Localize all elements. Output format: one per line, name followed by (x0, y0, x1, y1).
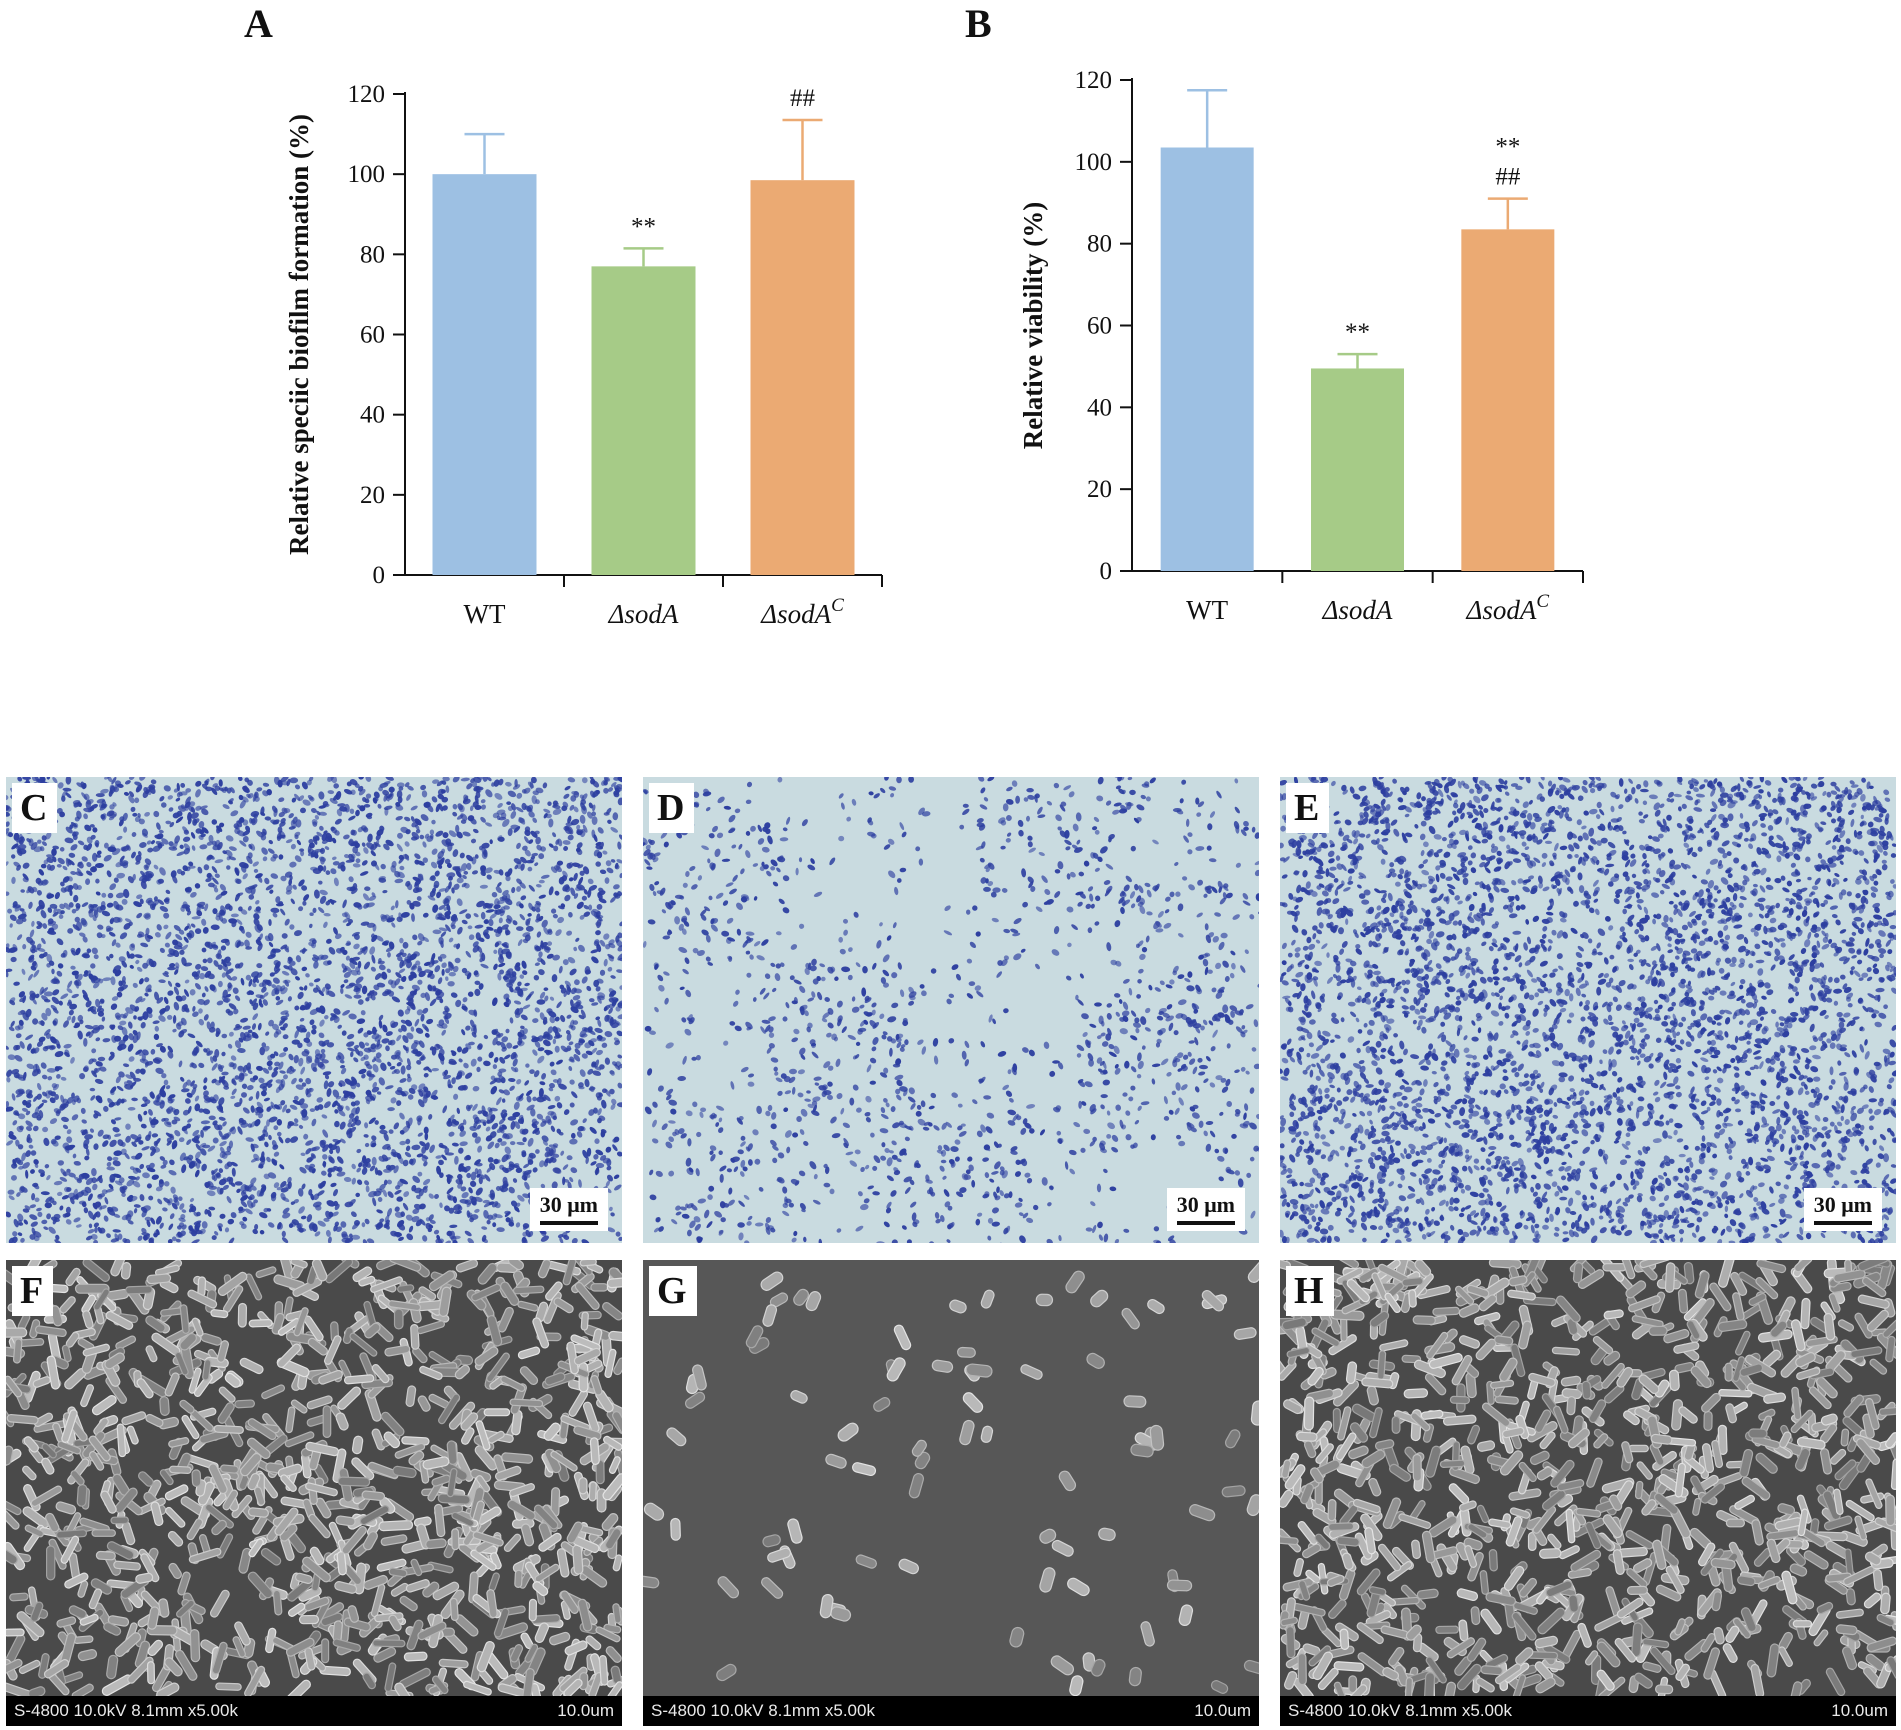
micrograph-d-image (643, 777, 1259, 1243)
scale-bar-c: 30 μm (529, 1188, 608, 1231)
bar-chart-a: 0 20 40 60 80 100 120 Relative speciic biofilm … (0, 40, 900, 660)
chart-b-y-tick-label-2: 40 (1087, 394, 1112, 421)
sem-image-h: H S-4800 10.0kV 8.1mm x5.00k 10.0um (1280, 1260, 1896, 1726)
chart-a-y-tick-label-5: 100 (348, 161, 386, 188)
chart-b-annotation-1-0: ** (1345, 319, 1370, 346)
panel-letter-f: F (12, 1266, 54, 1316)
chart-a-annotation-2-0: ## (790, 85, 816, 112)
chart-b-bar-1 (1311, 368, 1404, 571)
panel-letter-e: E (1286, 783, 1330, 833)
panel-letter-g: G (649, 1266, 697, 1316)
sem-f-bacteria (6, 1260, 622, 1710)
chart-b-x-label-1: ΔsodA (1322, 595, 1393, 625)
chart-a-annotation-1-0: ** (631, 213, 656, 240)
scale-bar-e-label: 30 μm (1813, 1192, 1872, 1217)
chart-a-y-label: Relative speciic biofilm formation (%) (284, 114, 314, 555)
chart-b-bar-2 (1461, 229, 1555, 572)
sem-image-g-image (643, 1260, 1259, 1726)
chart-a-x-label-2: ΔsodAC (760, 595, 844, 629)
bar-chart-b: 0 20 40 60 80 100 120 Relative viability (%) WT *… (920, 40, 1820, 660)
panel-letter-a: A (244, 1, 273, 46)
sem-image-f: F S-4800 10.0kV 8.1mm x5.00k 10.0um (6, 1260, 622, 1726)
chart-a-y-tick-label-6: 120 (348, 81, 386, 108)
sem-g-bacteria (643, 1260, 1259, 1697)
sem-h-bacteria (1280, 1260, 1896, 1711)
panel-letter-c: C (12, 783, 58, 833)
chart-a-y-tick-label-3: 60 (360, 322, 385, 349)
sem-footer-f-scale: 10.0um (557, 1701, 614, 1720)
chart-b-y-tick-label-3: 60 (1087, 313, 1112, 340)
sem-footer-f-params: S-4800 10.0kV 8.1mm x5.00k (14, 1701, 238, 1720)
chart-a-bar-2 (750, 180, 855, 575)
panel-letter-h: H (1286, 1266, 1334, 1316)
chart-b-y-tick-label-5: 100 (1075, 149, 1113, 176)
chart-b-y-tick-label-1: 20 (1087, 476, 1112, 503)
chart-a-y-tick-label-1: 20 (360, 482, 385, 509)
sem-footer-g: S-4800 10.0kV 8.1mm x5.00k 10.0um (643, 1696, 1259, 1726)
chart-b-annotation-2-0: ** (1495, 134, 1520, 161)
sem-footer-h-scale: 10.0um (1831, 1701, 1888, 1720)
scale-bar-c-line (539, 1221, 598, 1225)
sem-footer-h-params: S-4800 10.0kV 8.1mm x5.00k (1288, 1701, 1512, 1720)
chart-b-annotation-2-1: ## (1495, 164, 1521, 191)
chart-a-bar-0 (432, 174, 537, 575)
chart-a-x-label-1: ΔsodA (608, 599, 679, 629)
sem-h-background (1280, 1260, 1896, 1726)
chart-a-x-label-0: WT (464, 599, 506, 629)
sem-g-background (643, 1260, 1259, 1726)
sem-footer-h: S-4800 10.0kV 8.1mm x5.00k 10.0um (1280, 1696, 1896, 1726)
bar-chart-b-svg: 0 20 40 60 80 100 120 Relative viability (%) WT *… (1018, 67, 1584, 625)
micrograph-e-cells (1280, 777, 1896, 1243)
chart-b-bar-0 (1160, 147, 1254, 571)
scale-bar-e-line (1813, 1221, 1872, 1225)
chart-b-x-label-2: ΔsodAC (1466, 591, 1550, 625)
chart-a-y-tick-label-4: 80 (360, 241, 385, 268)
micrograph-c-image (6, 777, 622, 1243)
micrograph-e-image (1280, 777, 1896, 1243)
chart-b-y-tick-label-4: 80 (1087, 231, 1112, 258)
sem-footer-g-params: S-4800 10.0kV 8.1mm x5.00k (651, 1701, 875, 1720)
chart-a-y-tick-label-0: 0 (373, 562, 386, 589)
panel-letter-d: D (649, 783, 695, 833)
scale-bar-d: 30 μm (1166, 1188, 1245, 1231)
scale-bar-d-label: 30 μm (1176, 1192, 1235, 1217)
sem-footer-f: S-4800 10.0kV 8.1mm x5.00k 10.0um (6, 1696, 622, 1726)
panel-letter-b: B (965, 1, 992, 46)
chart-b-y-label: Relative viability (%) (1018, 202, 1048, 449)
chart-a-bar-1 (591, 266, 696, 575)
micrograph-d-cells (643, 777, 1259, 1243)
chart-b-y-tick-label-6: 120 (1075, 67, 1113, 94)
sem-image-g: G S-4800 10.0kV 8.1mm x5.00k 10.0um (643, 1260, 1259, 1726)
chart-a-y-tick-label-2: 40 (360, 402, 385, 429)
sem-image-f-image (6, 1260, 622, 1726)
micrograph-d: D 30 μm (643, 777, 1259, 1243)
scale-bar-c-label: 30 μm (539, 1192, 598, 1217)
micrograph-e: E 30 μm (1280, 777, 1896, 1243)
sem-footer-g-scale: 10.0um (1194, 1701, 1251, 1720)
bar-chart-a-svg: 0 20 40 60 80 100 120 Relative speciic biofilm … (284, 81, 883, 629)
chart-b-y-tick-label-0: 0 (1100, 558, 1113, 585)
micrograph-c: C 30 μm (6, 777, 622, 1243)
sem-image-h-image (1280, 1260, 1896, 1726)
chart-b-x-label-0: WT (1186, 595, 1228, 625)
scale-bar-d-line (1176, 1221, 1235, 1225)
scale-bar-e: 30 μm (1803, 1188, 1882, 1231)
